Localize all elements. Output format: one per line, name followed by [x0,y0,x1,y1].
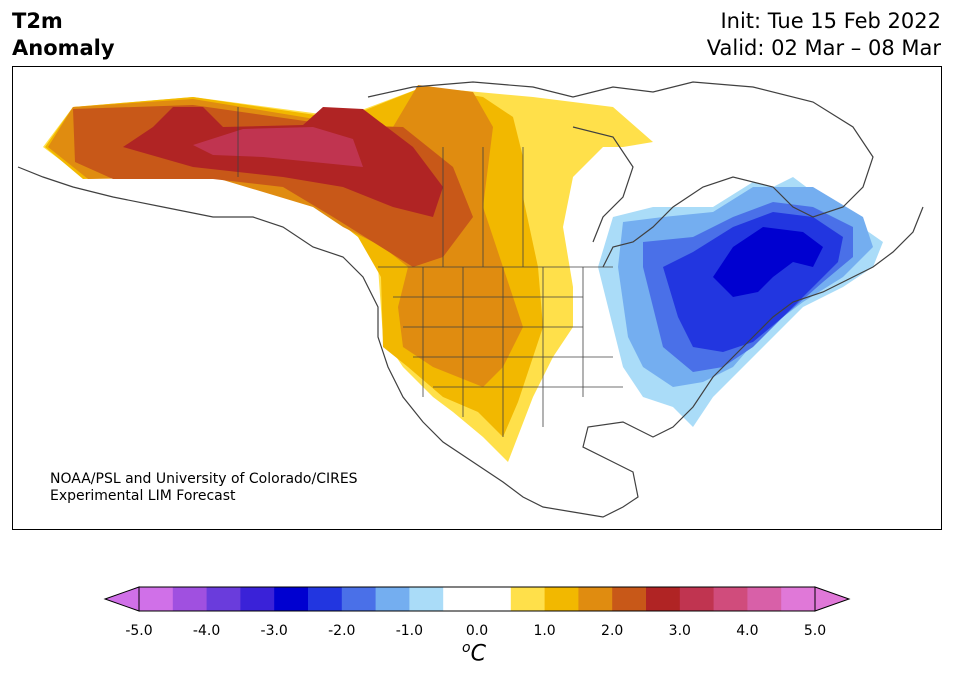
valid-range: Valid: 02 Mar – 08 Mar [706,36,941,60]
colorbar-tick-label: 0.0 [465,623,489,639]
cool-anomaly-deep [713,227,823,297]
credit-text: NOAA/PSL and University of Colorado/CIRE… [50,471,358,505]
colorbar-tick-label: -5.0 [125,623,153,639]
credit-line-1: NOAA/PSL and University of Colorado/CIRE… [50,471,358,487]
colorbar-cell [139,587,174,611]
colorbar-cell [747,587,782,611]
colorbar-cell [341,587,377,611]
warm-anomaly-red [123,107,443,217]
colorbar-cell [375,587,410,611]
forecast-info: Init: Tue 15 Feb 2022 Valid: 02 Mar – 08… [707,8,941,62]
colorbar-tick-label: -3.0 [260,623,288,639]
colorbar-unit: oC [462,640,486,666]
title-line-1: T2m [12,9,63,33]
colorbar-cells [139,587,816,611]
warm-anomaly-crimson [193,127,363,167]
colorbar-extend-low [103,586,140,612]
colorbar-cell [409,587,444,611]
map-panel: NOAA/PSL and University of Colorado/CIRE… [12,66,942,530]
colorbar-cell [679,587,715,611]
colorbar-cell [713,587,748,611]
colorbar-cell [578,587,613,611]
colorbar-tick-label: 4.0 [736,623,759,639]
colorbar-cell [206,587,241,611]
colorbar-cell [781,587,816,611]
colorbar-tick-label: 5.0 [803,623,827,639]
colorbar-cell [477,587,512,611]
colorbar-cell [240,587,275,611]
colorbar-tick-label: 2.0 [601,623,624,639]
unit-superscript: o [462,640,471,656]
colorbar-cell [308,587,343,611]
title-line-2: Anomaly [12,36,115,60]
colorbar-tick-label: -2.0 [328,623,356,639]
coastlines [17,81,924,518]
colorbar-cell [510,587,546,611]
colorbar-extend-high [814,586,851,612]
borders [237,107,623,437]
colorbar-cell [612,587,647,611]
colorbar-outline [138,586,816,612]
colorbar-tick-label: 3.0 [668,623,691,639]
init-date: Init: Tue 15 Feb 2022 [720,9,941,33]
colorbar [103,586,851,612]
colorbar-cell [274,587,309,611]
credit-line-2: Experimental LIM Forecast [50,488,236,504]
colorbar-tick-label: 1.0 [533,623,556,639]
colorbar-tick-label: -4.0 [192,623,221,639]
colorbar-cell [172,587,208,611]
anomaly-map [17,81,924,518]
colorbar-tick-label: -1.0 [395,623,424,639]
unit-base: C [470,641,486,667]
colorbar-cell [443,587,478,611]
colorbar-cell [646,587,681,611]
map-title: T2m Anomaly [12,8,115,62]
colorbar-cell [544,587,579,611]
